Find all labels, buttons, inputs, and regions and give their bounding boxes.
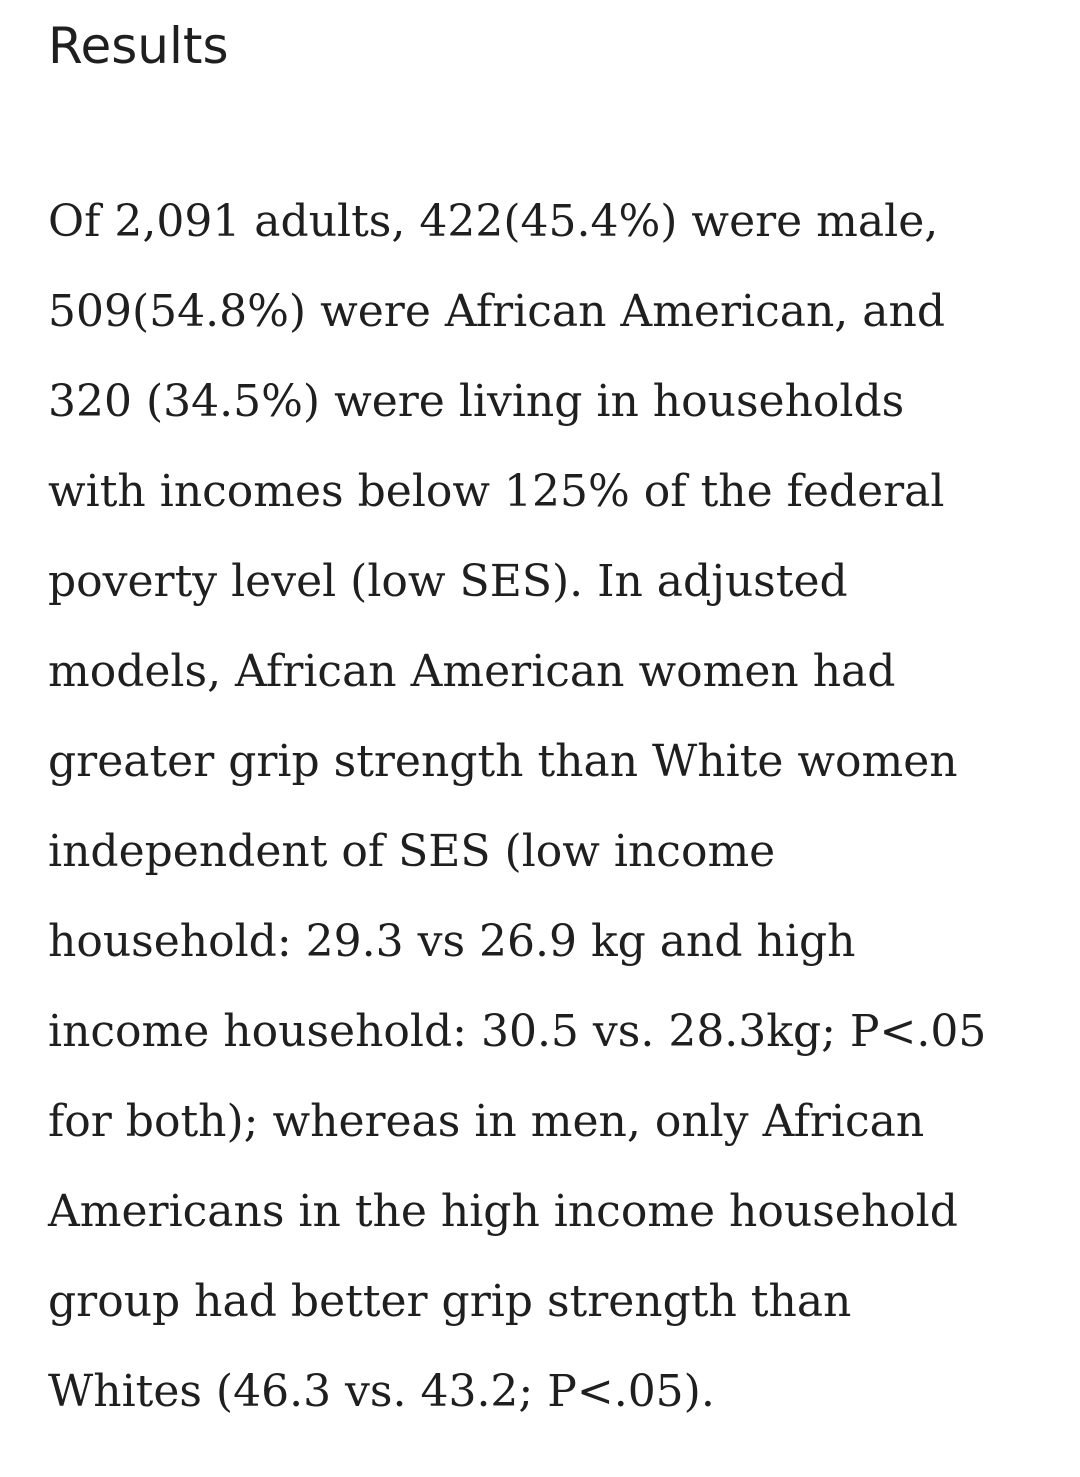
text-line: group had better grip strength than [48,1276,852,1327]
text-line: poverty level (low SES). In adjusted [48,556,848,607]
text-line: Whites (46.3 vs. 43.2; P<.05). [48,1366,715,1417]
section-title: Results [48,17,229,75]
text-line: 320 (34.5%) were living in households [48,376,905,427]
text-line: household: 29.3 vs 26.9 kg and high [48,916,856,967]
text-line: Americans in the high income household [48,1186,958,1237]
paragraph: Of 2,091 adults, 422(45.4%) were male, 50… [48,177,986,1437]
text-line: with incomes below 125% of the federal [48,466,945,517]
text-line: for both); whereas in men, only African [48,1096,925,1147]
text-line: models, African American women had [48,646,896,697]
text-line: independent of SES (low income [48,826,776,877]
text-line: 509(54.8%) were African American, and [48,286,945,337]
text-line: greater grip strength than White women [48,736,958,787]
text-line: income household: 30.5 vs. 28.3kg; P<.05 [48,1006,987,1057]
text-line: Of 2,091 adults, 422(45.4%) were male, [48,196,939,247]
